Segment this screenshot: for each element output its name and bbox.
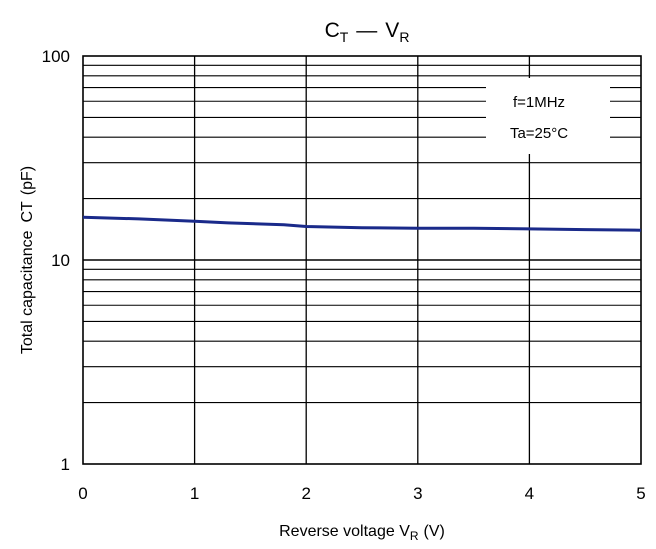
annotation-temp: Ta=25°C: [510, 125, 568, 142]
x-tick-label: 1: [190, 484, 199, 503]
x-tick-label: 0: [78, 484, 87, 503]
grid-lines: [83, 56, 641, 464]
y-tick-label: 10: [51, 251, 70, 270]
x-axis-label: Reverse voltage VR (V): [279, 523, 445, 543]
x-tick-label: 2: [301, 484, 310, 503]
x-tick-labels: 0 1 2 3 4 5: [78, 484, 645, 503]
series-line: [82, 215, 642, 232]
x-tick-label: 3: [413, 484, 422, 503]
y-tick-label: 100: [42, 47, 70, 66]
plot-frame: [82, 55, 642, 465]
x-tick-label: 5: [636, 484, 645, 503]
x-tick-label: 4: [525, 484, 534, 503]
y-tick-labels: 1 10 100: [42, 47, 70, 474]
annotation-freq: f=1MHz: [513, 94, 565, 111]
annotation-box: [486, 78, 610, 154]
y-axis-label: Total capacitanceCT(pF): [19, 166, 36, 354]
chart-title: CT — VR: [325, 19, 410, 45]
y-tick-label: 1: [61, 455, 70, 474]
